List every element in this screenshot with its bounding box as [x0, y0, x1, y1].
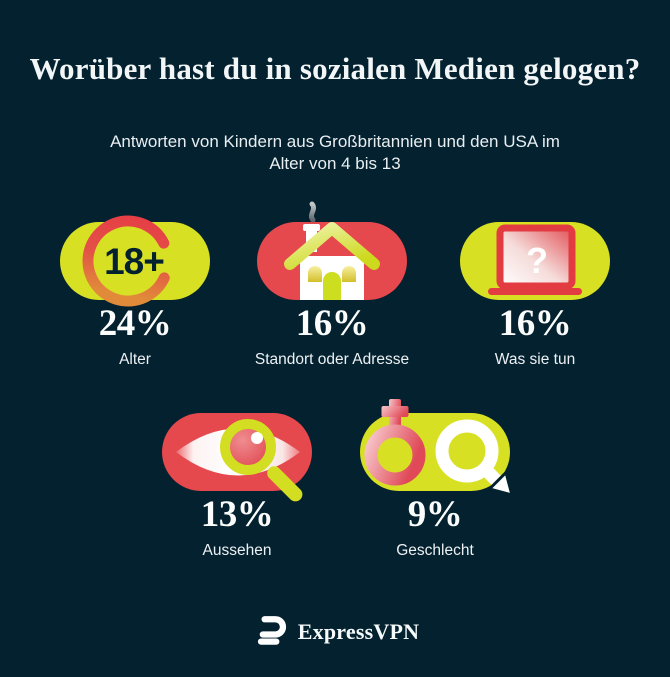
eye-highlight — [251, 432, 263, 444]
window-left — [308, 266, 322, 282]
stat-label: Geschlecht — [396, 542, 474, 559]
female-ring — [364, 424, 426, 486]
stat-label: Aussehen — [202, 542, 272, 559]
stat-value: 16% — [295, 303, 369, 344]
stat-geschlecht: 9% Geschlecht — [325, 391, 545, 566]
stat-standort: 16% Standort oder Adresse — [222, 200, 442, 375]
expressvpn-logo-icon — [251, 613, 289, 652]
female-crossbar — [381, 406, 409, 417]
age-18-plus-text: 18+ — [104, 241, 164, 282]
brand-footer: ExpressVPN — [0, 610, 670, 654]
age-ring — [82, 215, 174, 307]
magnifier-lens-iris — [220, 419, 276, 475]
stat-label: Alter — [119, 351, 151, 368]
laptop-screen — [496, 224, 576, 290]
question-mark-text: ? — [526, 240, 548, 281]
roof — [284, 222, 380, 270]
page-title: Worüber hast du in sozialen Medien gelog… — [29, 51, 641, 86]
brand-wordmark: ExpressVPN — [297, 619, 420, 644]
stat-alter: 18+ 24% Alter — [25, 200, 245, 375]
stat-was-sie-tun: ? 16% Was sie tun — [425, 200, 645, 375]
magnifier-handle — [267, 466, 303, 502]
stat-value: 16% — [498, 303, 572, 344]
stat-label: Standort oder Adresse — [254, 351, 410, 368]
window-right — [342, 266, 356, 282]
age-18-plus-icon: 18+ — [50, 200, 220, 320]
gender-symbols-icon — [350, 391, 520, 511]
smoke — [308, 201, 317, 223]
stat-aussehen: 13% Aussehen — [127, 391, 347, 566]
page-subtitle: Antworten von Kindern aus Großbritannien… — [110, 132, 560, 173]
stat-label: Was sie tun — [494, 351, 576, 368]
door — [323, 272, 341, 300]
male-ring — [435, 419, 499, 483]
stat-value: 13% — [200, 494, 274, 535]
laptop-question-icon: ? — [450, 200, 620, 320]
eye-magnifier-icon — [152, 391, 322, 511]
laptop-base — [488, 288, 582, 295]
male-arrow-head — [488, 471, 514, 497]
stat-value: 9% — [407, 494, 463, 535]
stat-value: 24% — [98, 303, 172, 344]
house-icon — [247, 200, 417, 320]
male-arrow-shaft — [479, 463, 502, 486]
